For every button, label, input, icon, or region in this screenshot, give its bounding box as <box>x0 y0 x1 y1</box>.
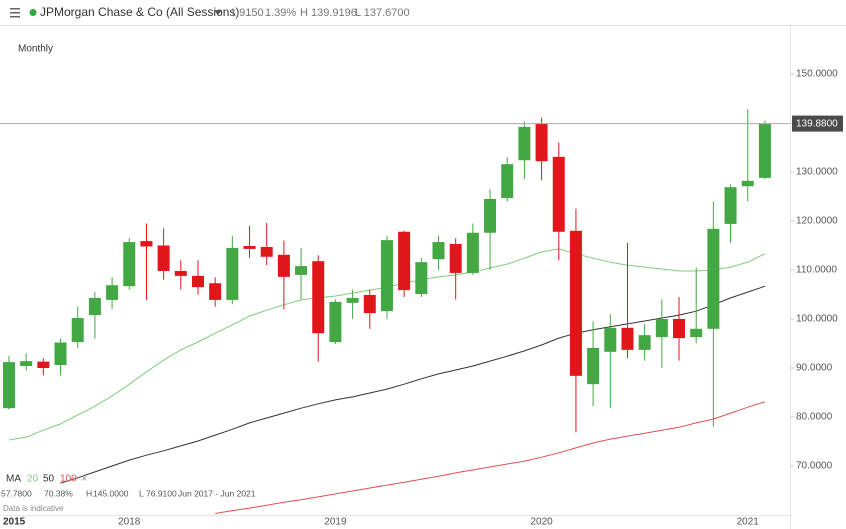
candle-body <box>621 327 634 350</box>
day-high: H 139.9196 <box>300 7 357 19</box>
candle-body <box>466 232 479 273</box>
candle-body <box>518 126 531 161</box>
candle-body <box>432 242 445 260</box>
candle-body <box>587 347 600 385</box>
candle-body <box>243 245 256 249</box>
candle-body <box>535 123 548 162</box>
instrument-title[interactable]: JPMorgan Chase & Co (All Sessions) <box>40 5 239 19</box>
ma-legend-entry: 100 <box>60 474 77 485</box>
candle-body <box>484 198 497 233</box>
change-pct: 1.39% <box>265 7 296 19</box>
candle-body <box>673 319 686 339</box>
ma-close[interactable]: × <box>81 473 87 485</box>
candle-body <box>449 244 462 273</box>
candle-body <box>329 301 342 343</box>
ma-legend-entry: 20 <box>27 474 39 485</box>
candle-body <box>277 254 290 277</box>
range-info: 70.38% <box>44 488 73 498</box>
change: 1.9150 <box>230 7 264 19</box>
candle-body <box>655 319 668 338</box>
candle-body <box>741 180 754 187</box>
range-info: 76.9100 <box>146 488 177 498</box>
candle-body <box>363 294 376 314</box>
candle-body <box>37 361 50 368</box>
y-tick-label: 150.0000 <box>796 69 838 80</box>
candle-body <box>174 270 187 276</box>
range-info: 57.7800 <box>1 488 32 498</box>
x-tick-label: 2018 <box>118 517 141 528</box>
y-tick-label: 100.0000 <box>796 314 838 325</box>
candle-body <box>123 242 136 287</box>
candle-body <box>260 246 273 257</box>
candle-body <box>3 362 15 409</box>
candle-body <box>346 297 359 303</box>
candle-body <box>140 241 153 247</box>
candle-body <box>415 262 428 295</box>
candle-body <box>71 318 84 343</box>
last-price-box <box>792 115 843 132</box>
candle-body <box>501 164 514 198</box>
candle-body <box>295 266 308 275</box>
candle-body <box>191 275 204 288</box>
ma-label: MA <box>6 474 21 485</box>
menu-icon[interactable] <box>10 8 20 18</box>
plot <box>3 109 771 514</box>
range-info: L <box>139 488 144 498</box>
candle-body <box>569 230 582 376</box>
range-info: H <box>86 488 92 498</box>
candle-body <box>398 231 411 291</box>
candle-body <box>552 156 565 232</box>
ma-legend-entry: 50 <box>43 474 55 485</box>
period-label: Monthly <box>18 44 53 55</box>
candle-body <box>20 361 33 367</box>
x-tick-label: 2015 <box>3 517 26 528</box>
note: Data is indicative <box>3 504 64 513</box>
y-tick-label: 110.0000 <box>796 265 837 276</box>
candle-body <box>88 297 101 316</box>
range-info: Jun 2017 - Jun 2021 <box>178 488 256 498</box>
status-dot <box>29 9 37 16</box>
y-tick-label: 80.0000 <box>796 412 833 423</box>
candle-body <box>690 328 703 338</box>
ma-line <box>215 401 766 514</box>
ma-line <box>60 285 766 484</box>
y-tick-label: 90.0000 <box>796 363 833 374</box>
y-tick-label: 130.0000 <box>796 167 838 178</box>
candle-body <box>226 247 239 300</box>
y-tick-label: 120.0000 <box>796 216 838 227</box>
candle-body <box>106 285 119 300</box>
x-tick-label: 2020 <box>530 517 553 528</box>
candle-body <box>604 327 617 352</box>
candle-body <box>707 228 720 329</box>
candle-body <box>157 245 170 271</box>
x-tick-label: 2019 <box>324 517 347 528</box>
candle-body <box>209 283 222 300</box>
candle-body <box>638 335 651 350</box>
candle-body <box>312 261 325 334</box>
y-tick-label: 70.0000 <box>796 461 833 472</box>
last-price-label: 139.8800 <box>796 119 838 130</box>
candle-body <box>380 240 393 312</box>
candle-body <box>724 187 737 224</box>
candle-body <box>758 123 771 178</box>
candle-body <box>54 342 67 366</box>
day-low: L 137.6700 <box>355 7 410 19</box>
range-info: 145.0000 <box>93 488 129 498</box>
dropdown-icon[interactable] <box>214 10 222 15</box>
x-tick-label: 2021 <box>737 517 760 528</box>
